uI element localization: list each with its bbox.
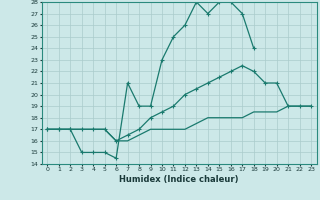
X-axis label: Humidex (Indice chaleur): Humidex (Indice chaleur): [119, 175, 239, 184]
